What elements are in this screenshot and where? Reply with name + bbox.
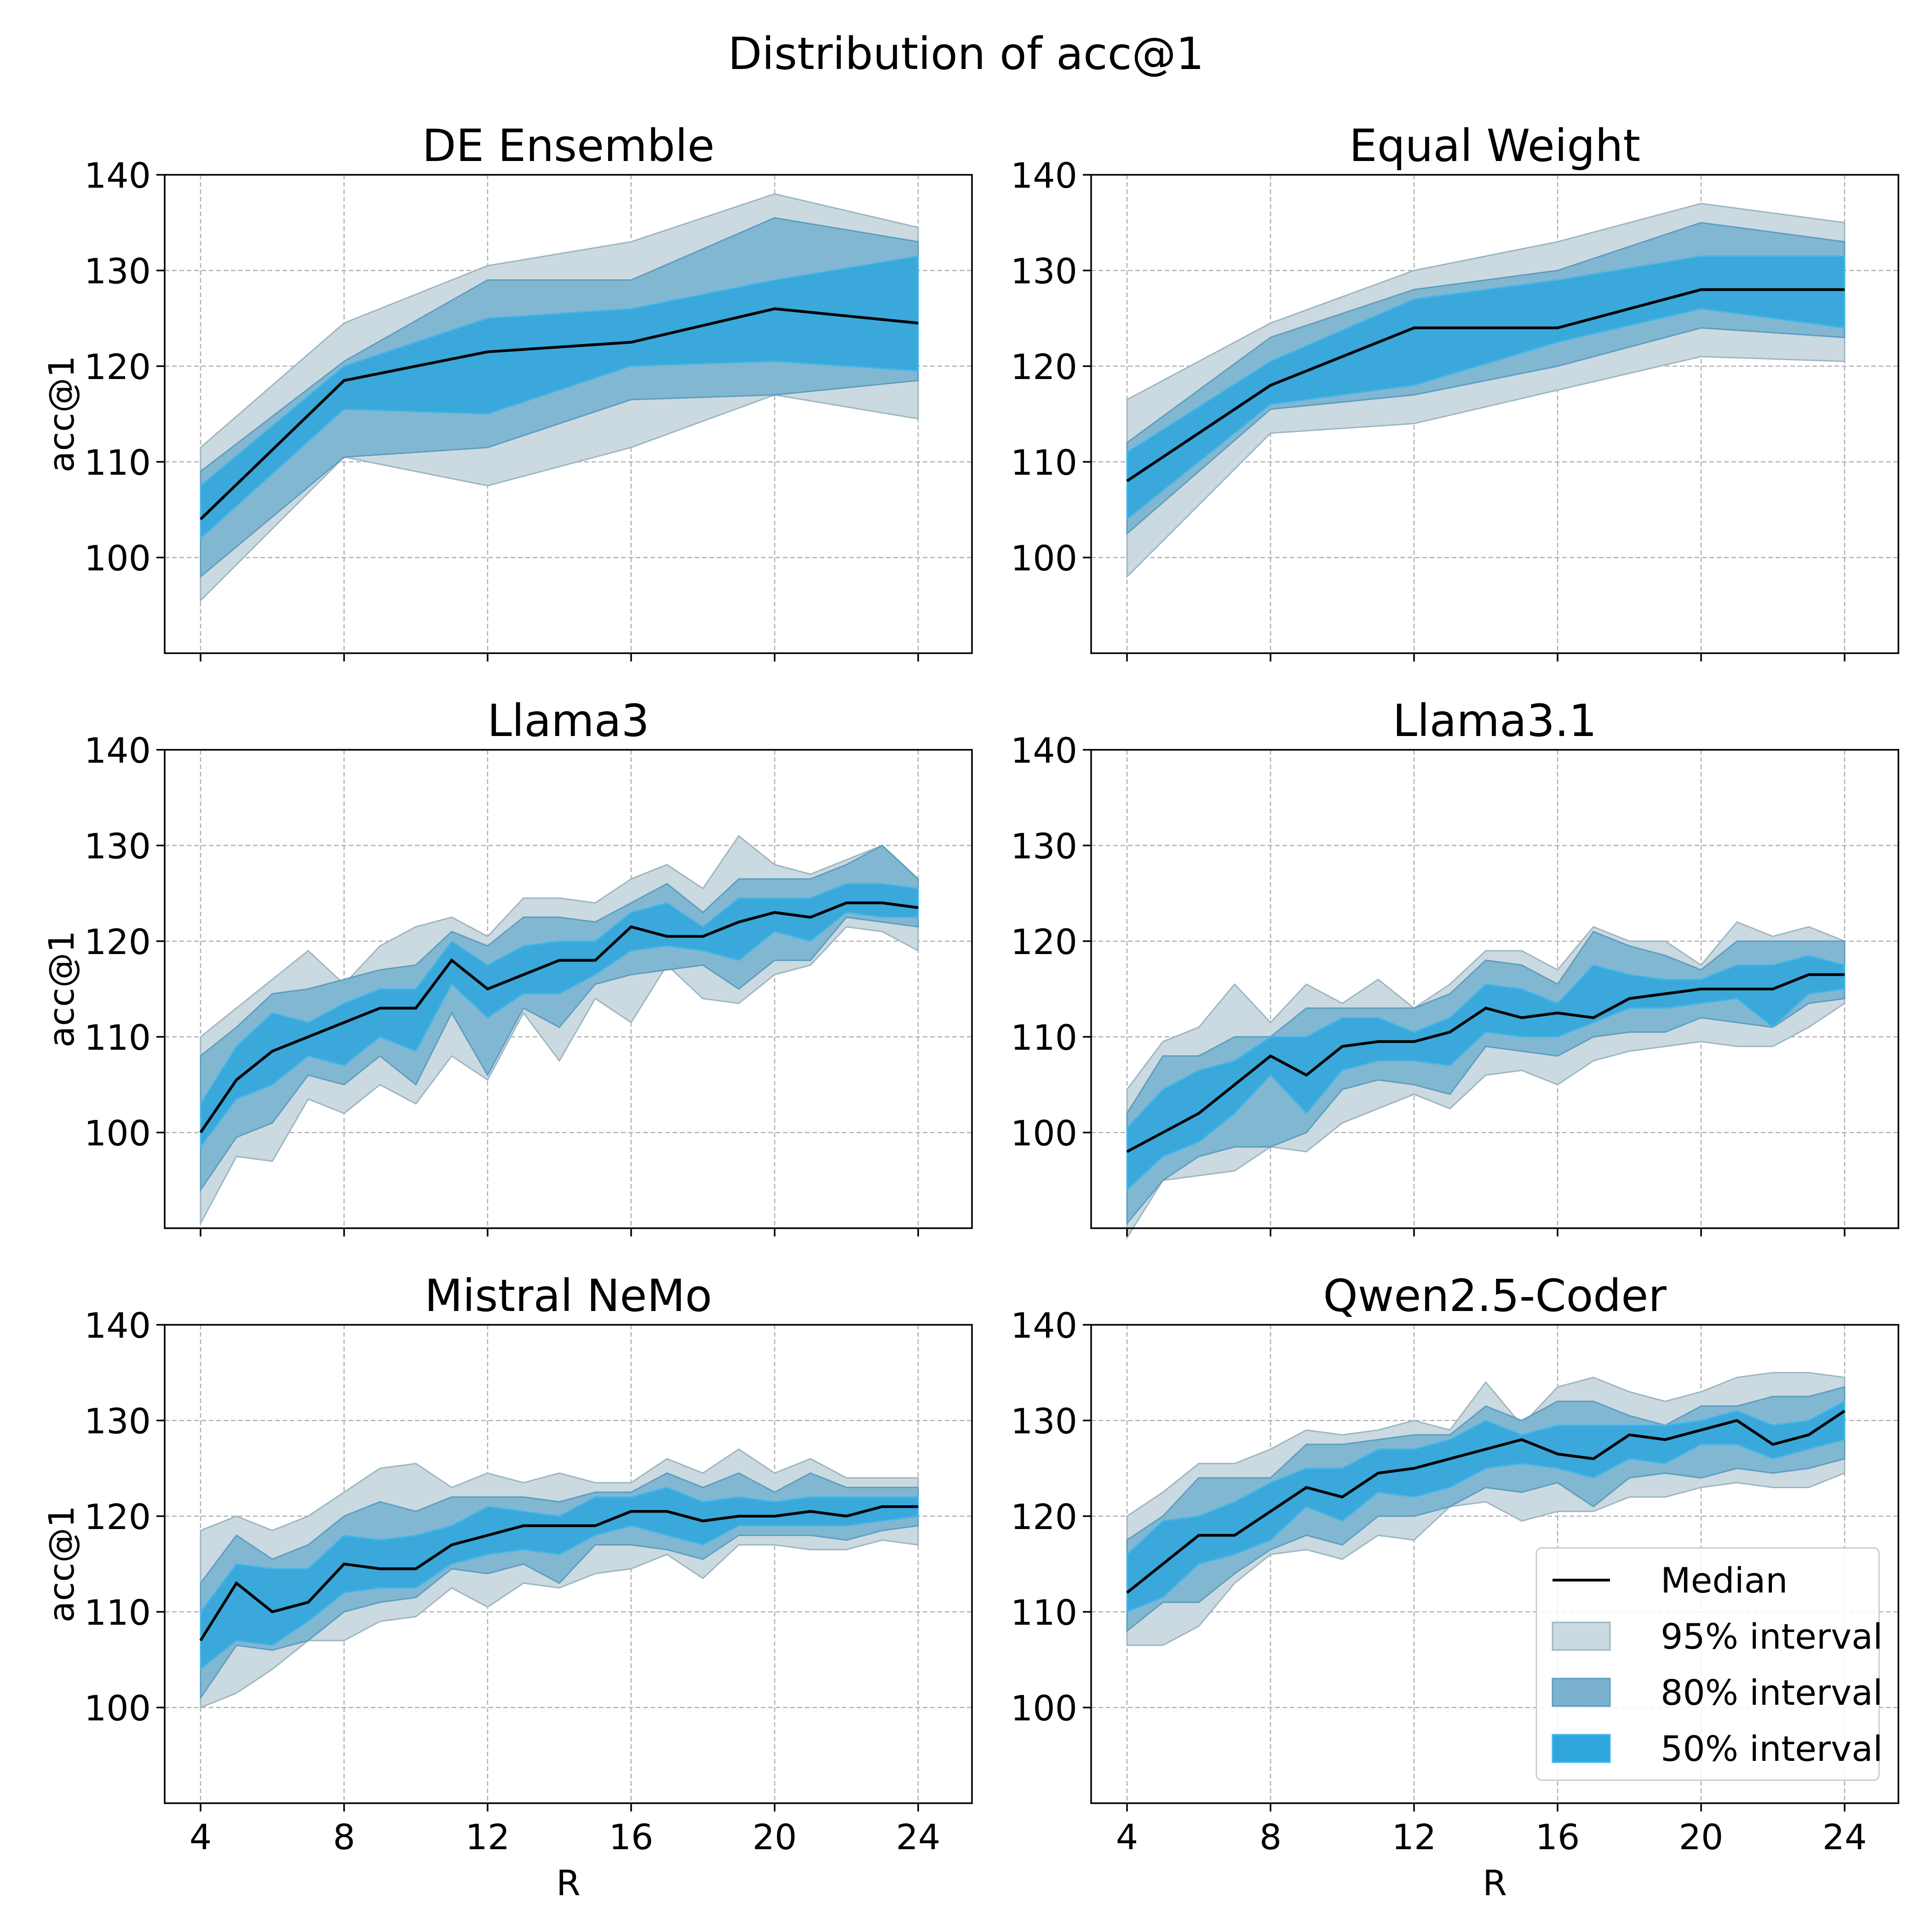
x-tick-label: 12 (466, 1817, 510, 1857)
band-50 (200, 883, 919, 1149)
x-tick-label: 4 (1116, 1817, 1138, 1857)
legend-item: Median (1552, 1560, 1788, 1601)
band-50 (1126, 255, 1846, 521)
median-line (199, 307, 919, 520)
x-tick-label: 24 (1823, 1817, 1867, 1857)
x-tick-label: 12 (1392, 1817, 1437, 1857)
x-tick-label: 24 (896, 1817, 941, 1857)
y-tick-label: 120 (1011, 1496, 1077, 1537)
y-tick-label: 130 (1011, 826, 1077, 867)
figure-title: Distribution of acc@1 (728, 28, 1204, 80)
y-axis-label: acc@1 (41, 1506, 82, 1623)
y-tick-label: 140 (84, 730, 151, 771)
median-line (1126, 1409, 1846, 1594)
axes-frame (164, 1324, 973, 1804)
median-line (1126, 973, 1845, 1153)
band-80 (200, 845, 919, 1192)
band-50 (1126, 954, 1846, 1192)
panel-3: 100 110 120 130 140 Llama3 acc@1 (41, 695, 973, 1236)
panel-title: DE Ensemble (422, 120, 715, 172)
panel-4: 100 110 120 130 140 Llama3.1 (1011, 695, 1899, 1241)
median-line (199, 901, 919, 1133)
legend-label: 80% interval (1661, 1672, 1883, 1713)
y-tick-label: 140 (84, 1305, 151, 1346)
y-tick-label: 100 (1011, 1688, 1077, 1729)
axes-frame (164, 174, 973, 654)
x-axis-label: R (556, 1863, 581, 1903)
y-tick-label: 130 (1011, 1401, 1077, 1442)
median-line (199, 1505, 918, 1641)
legend-label: 95% interval (1661, 1616, 1883, 1657)
y-tick-label: 140 (1011, 1305, 1077, 1346)
band-80 (200, 1472, 919, 1701)
legend-label: 50% interval (1661, 1728, 1883, 1769)
x-tick-label: 8 (333, 1817, 355, 1857)
y-tick-label: 120 (1011, 921, 1077, 962)
legend: Median 95% interval 80% interval 50% interv… (1535, 1547, 1883, 1781)
band-50 (200, 255, 919, 540)
y-tick-label: 100 (1011, 1113, 1077, 1154)
y-axis-label: acc@1 (41, 356, 82, 473)
y-tick-label: 100 (84, 1688, 151, 1729)
y-axis-label: acc@1 (41, 931, 82, 1048)
y-tick-label: 130 (84, 826, 151, 867)
y-tick-label: 130 (84, 251, 151, 292)
y-tick-label: 110 (84, 1017, 151, 1058)
axes-frame (1090, 1324, 1899, 1804)
y-tick-label: 110 (1011, 442, 1077, 483)
y-tick-label: 110 (84, 442, 151, 483)
band-50 (200, 1487, 919, 1671)
panel-title: Mistral NeMo (425, 1270, 712, 1322)
y-tick-label: 120 (1011, 346, 1077, 387)
y-tick-label: 130 (84, 1401, 151, 1442)
legend-band-swatch (1552, 1678, 1611, 1707)
panel-1: 100 110 120 130 140 DE Ensemble acc@1 (41, 120, 973, 661)
legend-band-swatch (1552, 1622, 1611, 1651)
legend-item: 50% interval (1552, 1728, 1883, 1769)
x-axis-label: R (1483, 1863, 1507, 1903)
y-tick-label: 130 (1011, 251, 1077, 292)
x-tick-label: 20 (1679, 1817, 1724, 1857)
axes-frame (164, 749, 973, 1229)
y-tick-label: 120 (84, 921, 151, 962)
panel-title: Qwen2.5-Coder (1323, 1270, 1667, 1322)
legend-item: 95% interval (1552, 1616, 1883, 1657)
legend-box (1535, 1547, 1880, 1781)
axes-frame (1090, 749, 1899, 1229)
y-tick-label: 100 (84, 1113, 151, 1154)
panel-title: Equal Weight (1349, 120, 1640, 172)
panel-title: Llama3 (487, 695, 649, 747)
median-line (1126, 288, 1845, 483)
x-tick-label: 8 (1259, 1817, 1282, 1857)
y-tick-label: 140 (84, 155, 151, 196)
band-50 (1126, 1400, 1846, 1613)
panel-2: 100 110 120 130 140 Equal Weight (1011, 120, 1899, 661)
panel-5: 100 110 120 130 140 4 8 12 16 20 24 Mistral NeMo acc… (41, 1270, 973, 1903)
panel-title: Llama3.1 (1393, 695, 1597, 747)
x-tick-label: 16 (1535, 1817, 1580, 1857)
axes-frame (1090, 174, 1899, 654)
y-tick-label: 100 (84, 538, 151, 579)
legend-item: 80% interval (1552, 1672, 1883, 1713)
legend-band-swatch (1552, 1734, 1611, 1763)
y-tick-label: 120 (84, 1496, 151, 1537)
y-tick-label: 110 (1011, 1017, 1077, 1058)
legend-label: Median (1661, 1560, 1788, 1601)
y-tick-label: 110 (84, 1592, 151, 1633)
y-tick-label: 110 (1011, 1592, 1077, 1633)
x-tick-label: 4 (190, 1817, 212, 1857)
y-tick-label: 100 (1011, 538, 1077, 579)
y-tick-label: 140 (1011, 155, 1077, 196)
y-tick-label: 140 (1011, 730, 1077, 771)
x-tick-label: 16 (609, 1817, 654, 1857)
y-tick-label: 120 (84, 346, 151, 387)
x-tick-label: 20 (753, 1817, 797, 1857)
